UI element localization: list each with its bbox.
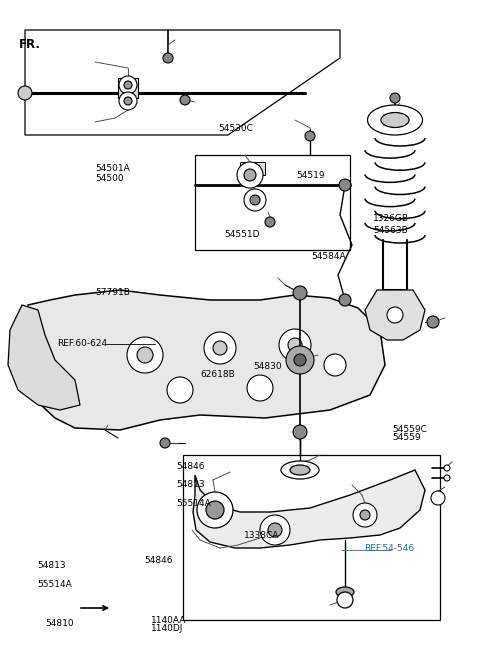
Circle shape	[163, 53, 173, 63]
Circle shape	[124, 81, 132, 89]
Text: 62618B: 62618B	[201, 370, 235, 379]
Circle shape	[339, 179, 351, 191]
Circle shape	[265, 217, 275, 227]
Polygon shape	[193, 470, 425, 548]
Circle shape	[324, 354, 346, 376]
Text: 54846: 54846	[144, 555, 172, 565]
Text: 1338CA: 1338CA	[244, 531, 279, 540]
Circle shape	[137, 347, 153, 363]
Ellipse shape	[281, 461, 319, 479]
Circle shape	[279, 329, 311, 361]
Polygon shape	[118, 78, 138, 98]
Text: 54559: 54559	[393, 433, 421, 442]
Text: 54500: 54500	[95, 174, 124, 183]
Text: 55514A: 55514A	[37, 580, 72, 589]
Text: 54559C: 54559C	[393, 424, 428, 434]
Circle shape	[167, 377, 193, 403]
Text: 54813: 54813	[37, 561, 66, 571]
Text: 54584A: 54584A	[311, 252, 346, 261]
Circle shape	[431, 491, 445, 505]
Text: 54530C: 54530C	[218, 124, 253, 133]
Circle shape	[119, 76, 137, 94]
Circle shape	[244, 189, 266, 211]
Text: 54501A: 54501A	[95, 164, 130, 174]
Text: 54813: 54813	[177, 480, 205, 489]
Text: 1140AA: 1140AA	[151, 616, 187, 626]
Text: 1326GB: 1326GB	[373, 214, 409, 223]
Circle shape	[353, 503, 377, 527]
Polygon shape	[365, 290, 425, 340]
Circle shape	[250, 195, 260, 205]
Circle shape	[18, 86, 32, 100]
Circle shape	[247, 375, 273, 401]
Text: 54830: 54830	[253, 362, 282, 371]
Text: 54563B: 54563B	[373, 226, 408, 235]
Circle shape	[204, 332, 236, 364]
Circle shape	[160, 438, 170, 448]
Circle shape	[124, 97, 132, 105]
Circle shape	[260, 515, 290, 545]
Circle shape	[268, 523, 282, 537]
Circle shape	[387, 307, 403, 323]
Circle shape	[288, 338, 302, 352]
Circle shape	[305, 131, 315, 141]
Circle shape	[294, 354, 306, 366]
Circle shape	[237, 162, 263, 188]
Ellipse shape	[336, 587, 354, 597]
Text: 55514A: 55514A	[177, 498, 211, 508]
Polygon shape	[195, 155, 350, 250]
Circle shape	[293, 286, 307, 300]
Circle shape	[206, 501, 224, 519]
Text: 54846: 54846	[177, 462, 205, 471]
Polygon shape	[240, 162, 265, 175]
Polygon shape	[25, 30, 340, 135]
Circle shape	[337, 592, 353, 608]
Circle shape	[213, 341, 227, 355]
Polygon shape	[183, 455, 440, 620]
Circle shape	[360, 510, 370, 520]
Ellipse shape	[368, 105, 422, 135]
Circle shape	[127, 337, 163, 373]
Circle shape	[339, 294, 351, 306]
Text: REF.60-624: REF.60-624	[57, 339, 107, 348]
Circle shape	[197, 492, 233, 528]
Circle shape	[180, 95, 190, 105]
Circle shape	[286, 346, 314, 374]
Circle shape	[444, 475, 450, 481]
Polygon shape	[8, 305, 80, 410]
Circle shape	[244, 169, 256, 181]
Ellipse shape	[381, 113, 409, 128]
Circle shape	[444, 465, 450, 471]
Ellipse shape	[290, 465, 310, 475]
Circle shape	[427, 316, 439, 328]
Circle shape	[119, 92, 137, 110]
Text: 54519: 54519	[297, 171, 325, 180]
Polygon shape	[22, 290, 385, 430]
Circle shape	[390, 93, 400, 103]
Circle shape	[293, 425, 307, 439]
Text: 54551D: 54551D	[225, 230, 260, 239]
Text: FR.: FR.	[19, 38, 41, 51]
Text: 57791B: 57791B	[95, 288, 130, 297]
Text: 1140DJ: 1140DJ	[151, 624, 183, 633]
Text: REF.54-546: REF.54-546	[364, 544, 414, 553]
Text: 54810: 54810	[46, 619, 74, 628]
